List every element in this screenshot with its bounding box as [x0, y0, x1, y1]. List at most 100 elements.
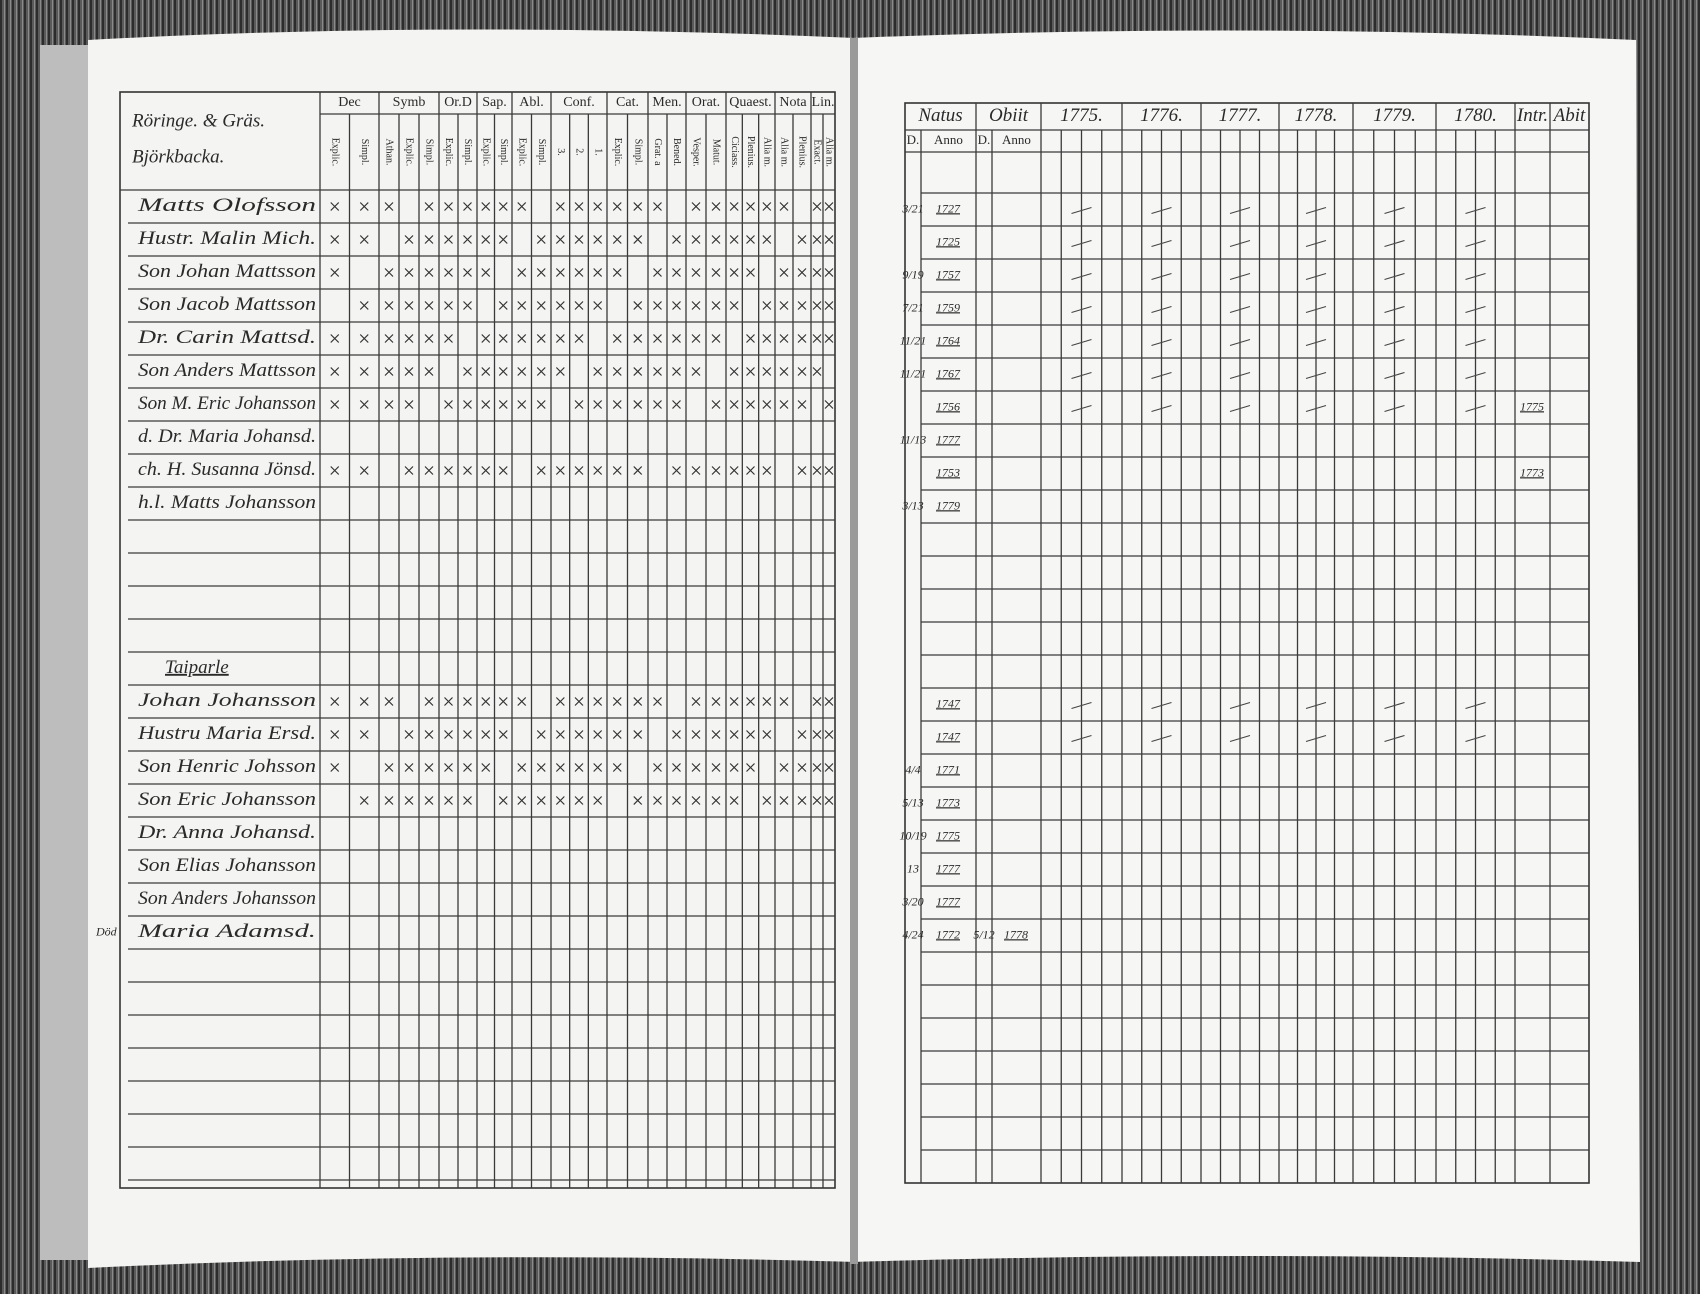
column-header: Or.D: [444, 95, 472, 110]
tick-mark: [517, 400, 527, 409]
column-header: Dec: [338, 95, 361, 110]
tick-mark: [612, 334, 622, 343]
tick-mark: [555, 235, 565, 244]
tick-mark: [762, 730, 772, 739]
tick-mark: [481, 334, 491, 343]
tick-mark: [359, 400, 369, 409]
column-subheader: Alia m.: [779, 137, 790, 167]
tick-mark: [1071, 338, 1092, 347]
column-header: 1778.: [1295, 105, 1338, 126]
tick-mark: [672, 268, 681, 277]
tick-mark: [812, 763, 822, 772]
column-header: Lin.: [812, 95, 835, 110]
natus-anno: 1753: [936, 465, 960, 479]
tick-mark: [536, 301, 546, 310]
tick-mark: [711, 334, 721, 343]
tick-mark: [612, 367, 622, 376]
natus-anno: 1764: [936, 333, 960, 347]
tick-mark: [574, 400, 584, 409]
tick-mark: [762, 796, 772, 805]
tick-mark: [824, 334, 834, 343]
tick-mark: [729, 730, 739, 739]
natus-anno: 1777: [936, 861, 961, 875]
tick-mark: [424, 697, 434, 706]
column-subheader: Matut.: [711, 139, 722, 165]
tick-mark: [536, 763, 546, 772]
tick-mark: [463, 400, 472, 409]
tick-mark: [633, 367, 643, 376]
tick-mark: [1465, 239, 1486, 248]
tick-mark: [359, 235, 369, 244]
tick-mark: [498, 400, 508, 409]
tick-mark: [404, 796, 414, 805]
tick-mark: [633, 466, 643, 475]
tick-mark: [1384, 272, 1405, 281]
tick-mark: [384, 400, 394, 409]
tick-mark: [574, 730, 584, 739]
tick-mark: [463, 301, 472, 310]
tick-mark: [1305, 338, 1327, 347]
column-header: Obiit: [989, 105, 1029, 126]
tick-mark: [498, 730, 508, 739]
tick-mark: [762, 334, 772, 343]
tick-mark: [359, 301, 369, 310]
tick-mark: [653, 400, 662, 409]
natus-anno: 1757: [936, 267, 961, 281]
tick-mark: [1071, 404, 1092, 413]
tick-mark: [481, 235, 491, 244]
tick-mark: [1465, 305, 1486, 314]
tick-mark: [517, 796, 527, 805]
tick-mark: [536, 367, 546, 376]
tick-mark: [1071, 272, 1092, 281]
tick-mark: [711, 796, 721, 805]
tick-mark: [424, 334, 434, 343]
tick-mark: [797, 367, 807, 376]
column-subheader: Plenius.: [797, 136, 808, 168]
natus-anno: 1779: [936, 498, 960, 512]
section-heading: Taiparle: [165, 657, 229, 678]
tick-mark: [593, 301, 603, 310]
person-name: Son Eric Johansson: [138, 789, 316, 810]
column-subheader: Explic.: [329, 138, 340, 167]
tick-mark: [330, 697, 340, 706]
tick-mark: [593, 202, 603, 211]
person-name: h.l. Matts Johansson: [138, 492, 316, 513]
tick-mark: [797, 268, 807, 277]
column-subheader: Simpl.: [462, 139, 473, 165]
tick-mark: [691, 268, 701, 277]
natus-day: 11/21: [900, 333, 926, 347]
tick-mark: [330, 235, 340, 244]
tick-mark: [517, 334, 527, 343]
natus-anno: 1759: [936, 300, 960, 314]
tick-mark: [633, 334, 643, 343]
tick-mark: [330, 202, 340, 211]
natus-day: 11/13: [900, 432, 926, 446]
tick-mark: [779, 334, 789, 343]
tick-mark: [779, 697, 789, 706]
tick-mark: [1071, 239, 1092, 248]
left-page: [88, 29, 858, 1269]
tick-mark: [330, 466, 340, 475]
tick-mark: [729, 400, 739, 409]
column-header: Cat.: [616, 95, 639, 110]
person-name: Matts Olofsson: [136, 195, 316, 216]
tick-mark: [330, 367, 340, 376]
column-header: 1777.: [1219, 105, 1262, 126]
tick-mark: [691, 334, 701, 343]
tick-mark: [384, 301, 394, 310]
person-name: Son Anders Johansson: [138, 888, 316, 909]
tick-mark: [555, 466, 565, 475]
tick-mark: [672, 796, 681, 805]
tick-mark: [536, 730, 546, 739]
person-name: Johan Johansson: [138, 690, 316, 711]
column-subheader: Explic.: [516, 138, 527, 167]
tick-mark: [574, 334, 584, 343]
tick-mark: [746, 730, 755, 739]
tick-mark: [359, 367, 369, 376]
column-header: 1780.: [1454, 105, 1497, 126]
tick-mark: [404, 334, 414, 343]
column-header: Natus: [917, 105, 962, 126]
tick-mark: [672, 334, 681, 343]
tick-mark: [463, 763, 472, 772]
tick-mark: [1229, 305, 1251, 314]
